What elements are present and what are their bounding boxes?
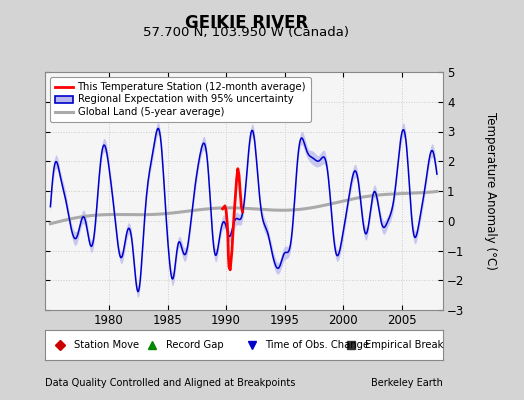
Text: Data Quality Controlled and Aligned at Breakpoints: Data Quality Controlled and Aligned at B…	[45, 378, 295, 388]
Text: Time of Obs. Change: Time of Obs. Change	[266, 340, 370, 350]
Legend: This Temperature Station (12-month average), Regional Expectation with 95% uncer: This Temperature Station (12-month avera…	[50, 77, 311, 122]
Text: GEIKIE RIVER: GEIKIE RIVER	[184, 14, 308, 32]
Text: Empirical Break: Empirical Break	[365, 340, 443, 350]
Text: 57.700 N, 103.950 W (Canada): 57.700 N, 103.950 W (Canada)	[143, 26, 350, 39]
Y-axis label: Temperature Anomaly (°C): Temperature Anomaly (°C)	[484, 112, 497, 270]
Text: Record Gap: Record Gap	[166, 340, 224, 350]
Text: Berkeley Earth: Berkeley Earth	[371, 378, 443, 388]
Text: Station Move: Station Move	[74, 340, 139, 350]
